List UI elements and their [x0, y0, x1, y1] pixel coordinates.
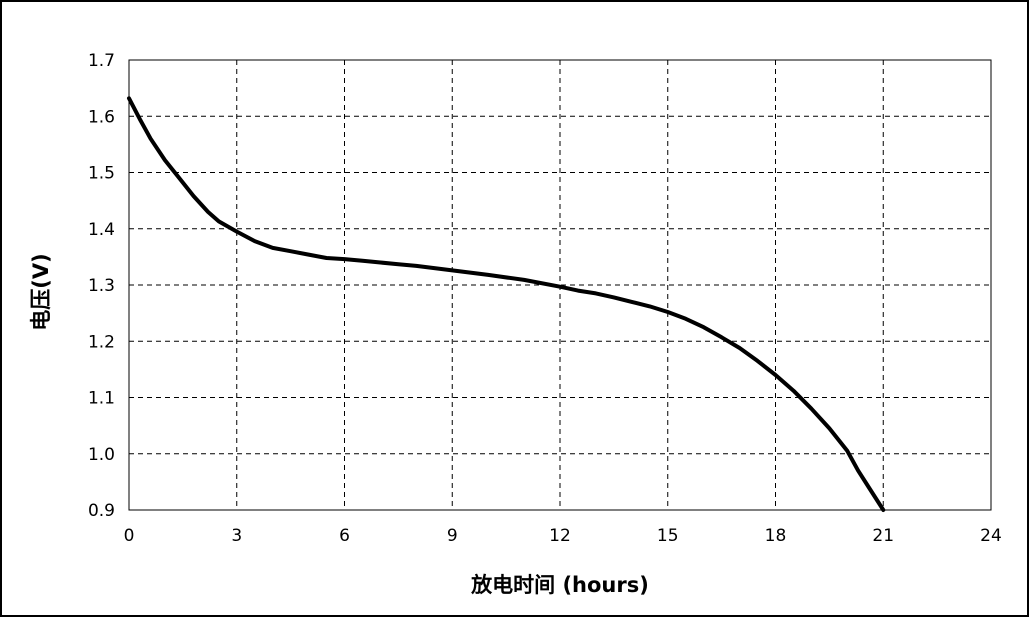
series-line [127, 96, 886, 512]
x-tick-label: 21 [872, 526, 894, 546]
x-tick-label: 3 [231, 526, 242, 546]
y-tick-label: 1.2 [88, 332, 115, 352]
y-axis-title: 电压(V) [29, 253, 53, 330]
plot-border [128, 59, 992, 511]
x-axis-ticks: 0 3 6 9 12 15 18 21 24 [124, 526, 1002, 546]
y-tick-label: 1.5 [88, 164, 115, 184]
x-tick-label: 9 [447, 526, 458, 546]
y-tick-label: 1.3 [88, 276, 115, 296]
x-axis-title: 放电时间 (hours) [470, 573, 649, 597]
y-tick-label: 0.9 [88, 501, 115, 521]
x-tick-label: 24 [980, 526, 1002, 546]
y-tick-label: 1.4 [88, 220, 115, 240]
y-tick-label: 1.6 [88, 107, 115, 127]
x-tick-label: 0 [124, 526, 135, 546]
x-tick-label: 12 [549, 526, 571, 546]
y-tick-label: 1.1 [88, 389, 115, 409]
x-tick-label: 18 [765, 526, 787, 546]
y-axis-ticks: 0.9 1.0 1.1 1.2 1.3 1.4 1.5 1.6 1.7 [88, 51, 115, 521]
y-tick-label: 1.0 [88, 445, 115, 465]
x-tick-label: 6 [339, 526, 350, 546]
y-tick-label: 1.7 [88, 51, 115, 71]
x-tick-label: 15 [657, 526, 679, 546]
